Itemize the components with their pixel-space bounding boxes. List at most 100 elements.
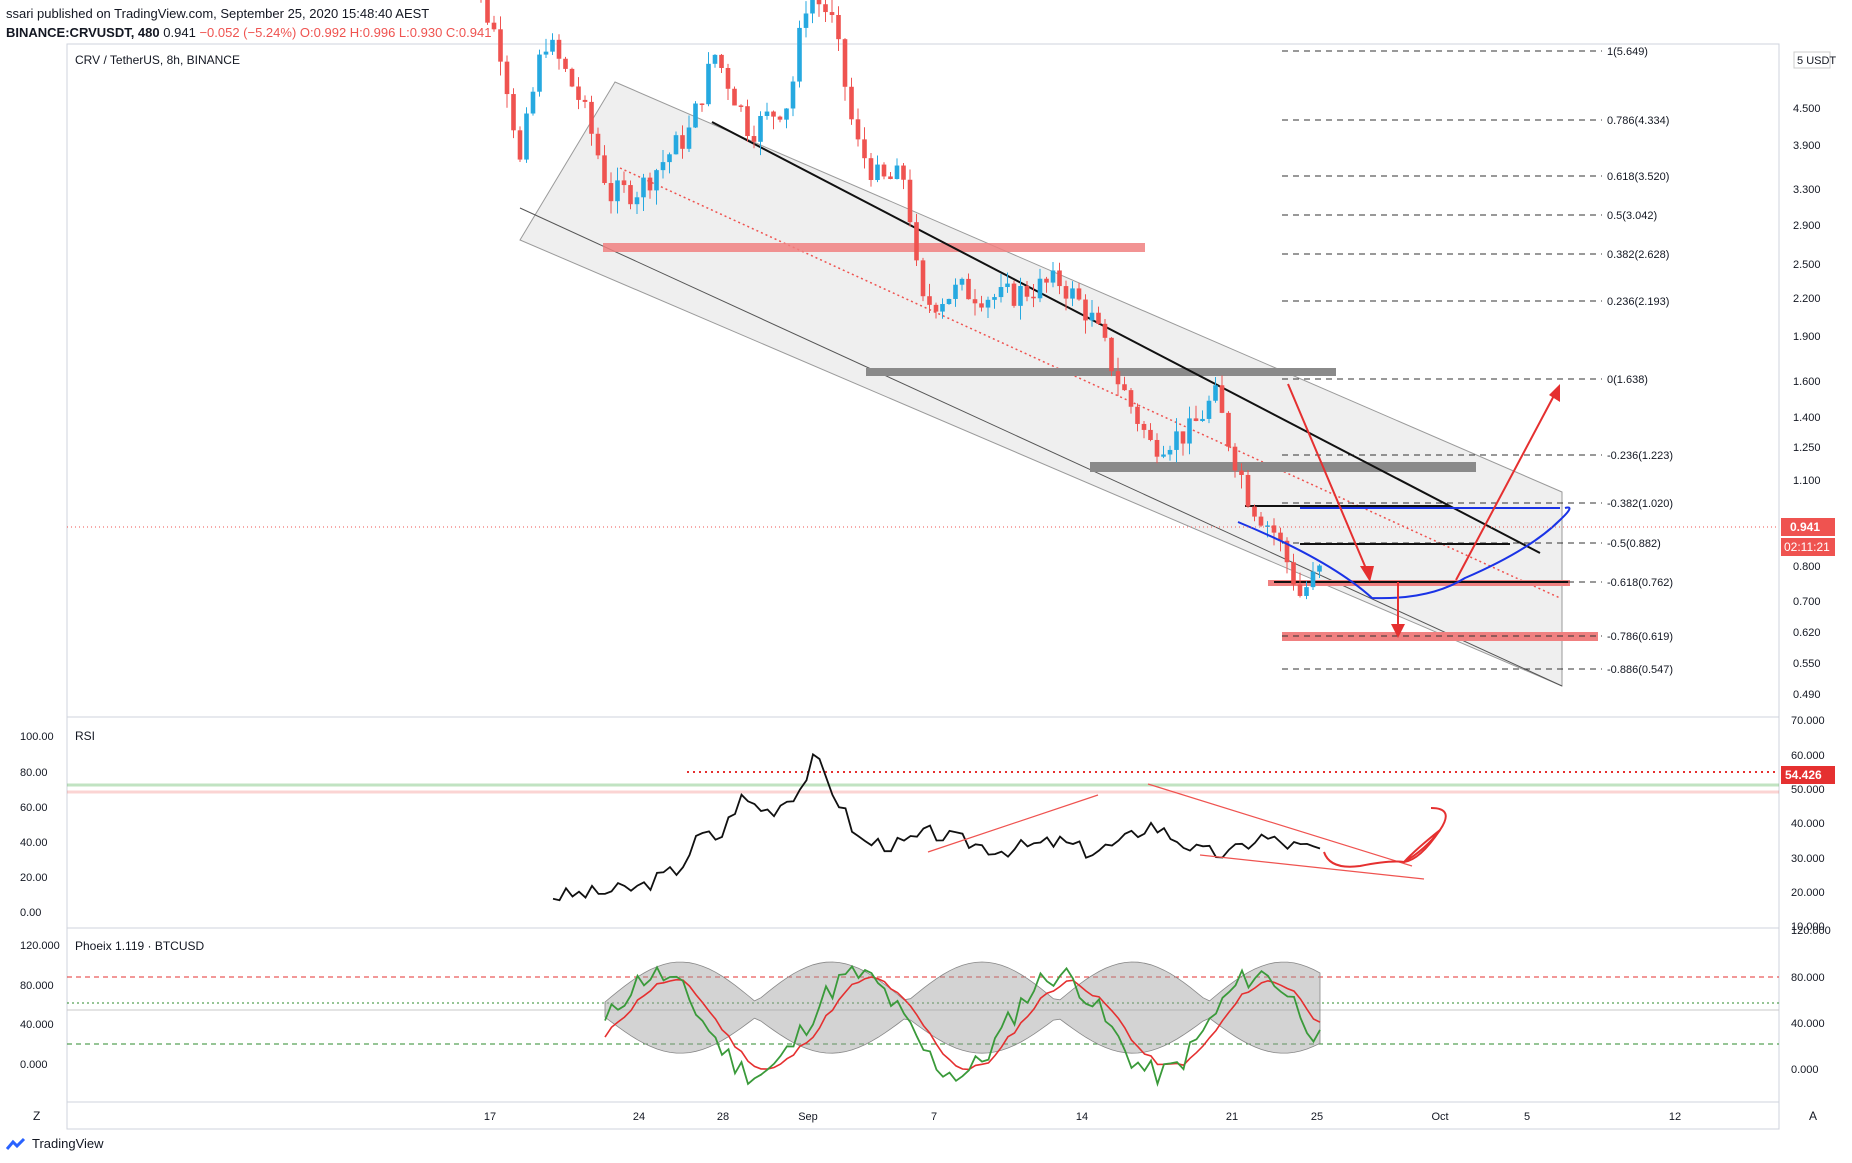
candle-body	[732, 88, 737, 106]
fib-label: 0(1.638)	[1607, 374, 1648, 386]
ohlc: O:0.992 H:0.996 L:0.930 C:0.941	[299, 25, 492, 40]
time-tick-label: 28	[717, 1111, 729, 1123]
candle-body	[1271, 525, 1277, 533]
fib-label: 0.5(3.042)	[1607, 210, 1657, 222]
candle-body	[816, 0, 822, 5]
support-zone	[1090, 462, 1476, 472]
candle-body	[959, 278, 965, 285]
rsi-title: RSI	[75, 729, 95, 743]
candle-body	[550, 39, 555, 52]
up-arrow	[1455, 387, 1559, 581]
candle-body	[1005, 283, 1010, 288]
candle-body	[1089, 312, 1095, 321]
candle-body	[1161, 454, 1166, 457]
fib-label: -0.236(1.223)	[1607, 450, 1673, 462]
candle-body	[1278, 532, 1283, 541]
rsi-value-label: 54.426	[1785, 768, 1822, 782]
fib-label: -0.382(1.020)	[1607, 498, 1673, 510]
price-tick-label: 1.900	[1793, 331, 1821, 343]
candle-body	[1174, 431, 1179, 450]
price-scale[interactable]: 4.500 3.900 3.300 2.900 2.500 2.200 1.900 1.600…	[1793, 103, 1821, 701]
candle-body	[790, 81, 796, 109]
candle-body	[517, 130, 523, 160]
candle-body	[992, 297, 997, 300]
candle-body	[615, 180, 620, 202]
symbol: BINANCE:CRVUSDT, 480	[6, 25, 160, 40]
candle-body	[1180, 431, 1186, 444]
candle-body	[1297, 584, 1303, 596]
change: −0.052 (−5.24%)	[199, 25, 297, 40]
chart-header: ssari published on TradingView.com, Sept…	[6, 4, 491, 42]
candle-body	[771, 111, 776, 117]
candle-body	[1109, 337, 1114, 372]
candle-body	[758, 115, 763, 142]
currency-label: 5 USDT	[1797, 55, 1836, 67]
candle-body	[1245, 474, 1251, 507]
currency-box	[1793, 51, 1831, 69]
candle-body	[1265, 525, 1270, 527]
phoenix-tick-label: 0.000	[20, 1059, 48, 1071]
candle-body	[940, 304, 945, 312]
candle-body	[1063, 286, 1069, 299]
candle-body	[621, 180, 627, 186]
candle-body	[1070, 288, 1075, 299]
rsi-value-tag	[1781, 766, 1835, 784]
tradingview-logo-icon	[6, 1137, 26, 1150]
rsi-tick-label: 0.00	[20, 907, 41, 919]
candle-body	[1031, 296, 1036, 299]
candle-body	[855, 119, 861, 140]
candle-body	[1076, 288, 1082, 300]
candle-body	[998, 287, 1004, 298]
rsi-tick-label: 50.000	[1791, 784, 1825, 796]
candle-body	[491, 22, 497, 30]
phoenix-signal-line	[604, 976, 1321, 1071]
phoenix-tick-label: 120.000	[20, 940, 60, 952]
candle-body	[777, 116, 783, 120]
rsi-trendline	[1199, 854, 1425, 880]
candle-body	[764, 111, 770, 116]
candle-body	[829, 12, 835, 16]
candle-body	[498, 29, 503, 62]
countdown-label: 02:11:21	[1784, 540, 1830, 554]
candle-body	[979, 303, 984, 308]
rsi-tick-label: 40.000	[1791, 818, 1825, 830]
last-price: 0.941	[163, 25, 196, 40]
candle-body	[680, 135, 685, 149]
candle-body	[920, 260, 926, 297]
candle-body	[1050, 270, 1056, 283]
time-axis[interactable]: 17 24 28 Sep 7 14 21 25 Oct 5 12	[484, 1111, 1681, 1123]
candle-body	[862, 139, 867, 159]
fib-label: -0.786(0.619)	[1607, 631, 1673, 643]
candle-body	[511, 94, 516, 131]
log-scale-toggle[interactable]: Z	[33, 1109, 40, 1123]
candle-body	[1310, 571, 1316, 588]
candle-body	[868, 158, 874, 180]
arrow-head	[1549, 384, 1560, 402]
candle-body	[907, 179, 913, 223]
candle-body	[810, 0, 815, 14]
rsi-tick-label: 60.000	[1791, 750, 1825, 762]
candle-body	[803, 13, 809, 28]
price-tag-label: 0.941	[1790, 520, 1820, 534]
auto-scale-toggle[interactable]: A	[1809, 1109, 1817, 1123]
phoenix-tick-label: 80.000	[20, 980, 54, 992]
candle-body	[504, 61, 510, 95]
candle-body	[875, 164, 880, 180]
candle-body	[1011, 283, 1017, 306]
candle-body	[888, 176, 893, 180]
candle-body	[634, 197, 640, 205]
time-tick-label: 5	[1524, 1111, 1530, 1123]
candle-body	[914, 222, 919, 261]
candle-body	[894, 165, 900, 180]
candle-body	[849, 86, 854, 120]
rsi-tick-label: 100.00	[20, 731, 54, 743]
candle-body	[1044, 278, 1049, 283]
phoenix-tick-label: 40.000	[20, 1019, 54, 1031]
phoenix-right-scale: 120.000 80.000 40.000 0.000	[1791, 925, 1831, 1076]
time-tick-label: 21	[1226, 1111, 1238, 1123]
price-tick-label: 0.620	[1793, 627, 1821, 639]
candle-body	[972, 299, 978, 304]
support-zone	[866, 368, 1336, 376]
candle-body	[1115, 371, 1121, 385]
